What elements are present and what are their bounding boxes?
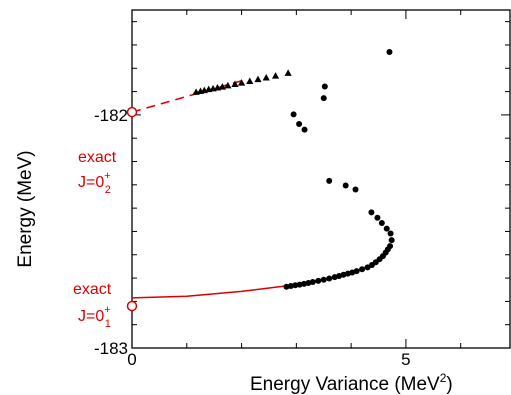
tick-labels: 0 5 -182 -183	[94, 106, 411, 369]
exact-point-marker	[126, 300, 138, 312]
annotation-upper-prefix: J=0	[78, 174, 104, 191]
x-axis-title: Energy Variance (MeV2)	[250, 371, 453, 395]
data-point-triangle	[262, 74, 270, 81]
data-point-circle	[296, 120, 303, 127]
x-axis-title-sup: 2	[440, 371, 447, 385]
data-point-circle	[364, 264, 371, 271]
plot-frame	[131, 9, 511, 349]
data-point-circle	[374, 214, 381, 221]
exact-points	[126, 106, 138, 312]
annotation-lower-sup: +	[104, 304, 110, 316]
y-tick-label: -182	[94, 106, 128, 125]
data-point-circle	[290, 111, 297, 118]
data-point-circle	[383, 225, 390, 232]
annotation-upper-sub: 2	[105, 184, 111, 196]
data-point-circle	[368, 209, 375, 216]
data-point-circle	[326, 275, 333, 282]
annotation-upper-sup: +	[104, 170, 110, 182]
data-point-triangle	[284, 69, 292, 76]
data-point-circle	[320, 276, 327, 283]
data-point-circle	[321, 83, 328, 90]
annotation-lower-line1: exact	[73, 281, 112, 298]
data-point-circle	[309, 279, 316, 286]
data-point-circle	[353, 268, 360, 275]
x-axis-title-main: Energy Variance (MeV	[250, 374, 440, 395]
data-point-circle	[386, 48, 393, 55]
tick-marks	[131, 10, 510, 349]
data-point-triangle	[237, 79, 246, 86]
data-point-circle	[342, 182, 349, 189]
data-point-circle	[326, 177, 333, 184]
data-point-circle	[315, 277, 322, 284]
data-point-circle	[387, 243, 394, 250]
data-point-triangle	[218, 83, 226, 90]
data-point-triangle	[246, 77, 254, 84]
x-tick-label: 5	[401, 350, 410, 369]
data-point-circle	[320, 95, 327, 102]
data-point-circle	[301, 126, 308, 133]
x-tick-label: 0	[127, 350, 136, 369]
x-axis-title-close: )	[446, 374, 452, 395]
data-point-circle	[359, 266, 366, 273]
data-marks	[192, 48, 395, 290]
data-point-circle	[388, 237, 395, 244]
y-tick-label: -183	[94, 339, 128, 358]
annotation-lower-line2: J=0+ 1	[78, 304, 111, 330]
data-point-triangle	[231, 80, 239, 88]
fit-curves	[131, 78, 357, 299]
data-point-triangle	[254, 75, 262, 83]
data-point-circle	[378, 220, 385, 227]
annotation-lower-sub: 1	[105, 318, 111, 330]
annotation-lower-prefix: J=0	[78, 308, 104, 325]
data-point-triangle	[271, 72, 280, 79]
fit-line-dashed	[131, 78, 248, 113]
data-point-circle	[352, 186, 359, 193]
exact-point-marker	[126, 106, 138, 118]
y-axis-title: Energy (MeV)	[15, 150, 36, 267]
annotation-upper-line1: exact	[78, 149, 117, 166]
annotation-upper-line2: J=0+ 2	[78, 170, 111, 196]
fit-curve-solid	[131, 270, 357, 299]
data-point-circle	[387, 230, 394, 237]
data-point-triangle	[224, 81, 232, 89]
